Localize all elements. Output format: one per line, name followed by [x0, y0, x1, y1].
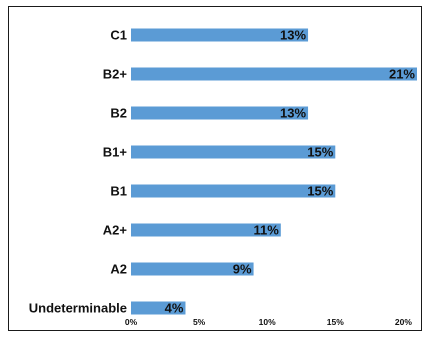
x-tick-label: 20%	[395, 317, 412, 327]
bar-b1-plus	[131, 145, 336, 159]
bars-layer	[131, 28, 417, 315]
bar-undeterminable	[131, 301, 186, 315]
x-tick-label: 0%	[125, 317, 138, 327]
data-label: 13%	[280, 106, 306, 121]
bar-b1	[131, 184, 336, 198]
bar-c1	[131, 28, 309, 42]
bar-b2-plus	[131, 67, 417, 81]
bar-a2	[131, 262, 254, 276]
category-label: B1+	[103, 145, 128, 160]
ticks-layer: 0% 5% 10% 15% 20%	[125, 317, 412, 327]
data-label: 11%	[253, 223, 279, 238]
category-label: C1	[110, 28, 127, 43]
data-label: 9%	[233, 262, 252, 277]
category-label: A2+	[103, 223, 128, 238]
category-label: B1	[110, 184, 127, 199]
category-label: B2	[110, 106, 127, 121]
x-tick-label: 10%	[259, 317, 276, 327]
bar-a2-plus	[131, 223, 281, 237]
labels-layer: C1 13% B2+ 21% B2 13% B1+ 15% B1 15% A2+ 11% A2 9% Und…	[29, 28, 416, 316]
data-label: 15%	[307, 145, 333, 160]
category-label: B2+	[103, 67, 128, 82]
category-label: Undeterminable	[29, 301, 127, 316]
category-label: A2	[110, 262, 127, 277]
data-label: 4%	[165, 301, 184, 316]
x-tick-label: 5%	[193, 317, 206, 327]
data-label: 13%	[280, 28, 306, 43]
data-label: 15%	[307, 184, 333, 199]
chart-frame	[8, 6, 422, 331]
bar-b2	[131, 106, 309, 120]
x-tick-label: 15%	[327, 317, 344, 327]
data-label: 21%	[389, 67, 415, 82]
